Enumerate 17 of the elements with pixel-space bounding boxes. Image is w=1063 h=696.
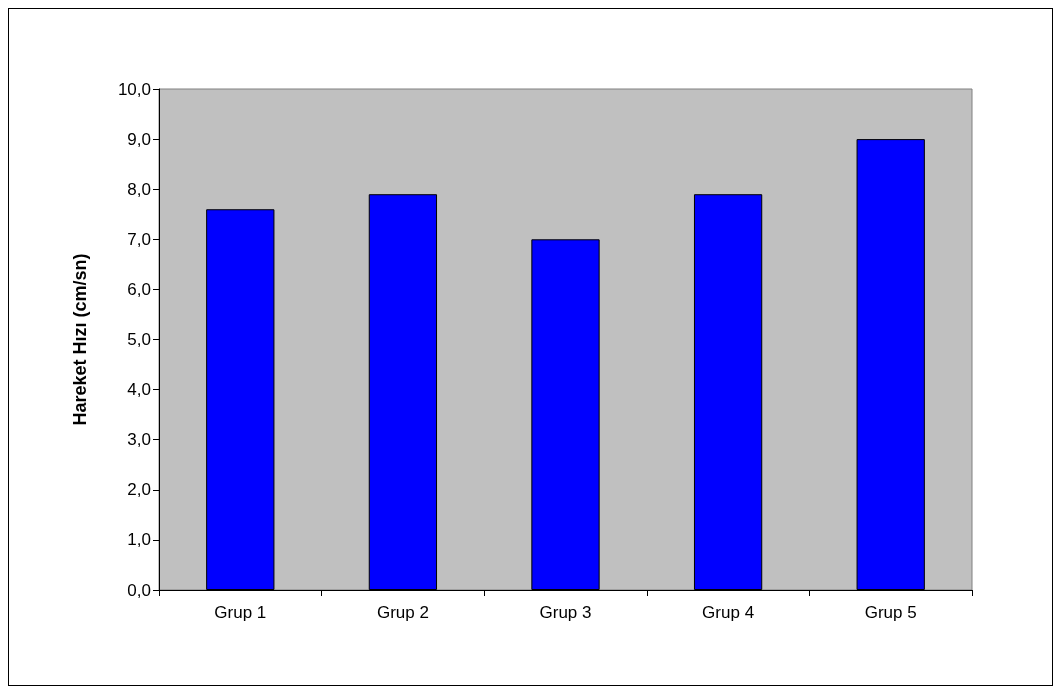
y-tick-label: 2,0 (127, 480, 151, 500)
y-tick-label: 1,0 (127, 530, 151, 550)
x-tick-label: Grup 2 (376, 603, 429, 622)
y-tick-label: 0,0 (127, 580, 151, 600)
y-tick-label: 8,0 (127, 179, 151, 199)
x-tick-label: Grup 4 (702, 603, 755, 622)
y-tick-label: 6,0 (127, 279, 151, 299)
y-tick-label: 7,0 (127, 229, 151, 249)
y-tick-label: 10,0 (117, 79, 151, 99)
x-tick-label: Grup 5 (864, 603, 917, 622)
y-tick-label: 5,0 (127, 330, 151, 349)
y-tick-label: 9,0 (127, 129, 151, 149)
x-tick-label: Grup 1 (214, 603, 267, 622)
x-tick-label: Grup 3 (539, 603, 592, 622)
y-axis-title: Hareket Hızı (cm/sn) (70, 253, 90, 426)
y-tick-label: 4,0 (127, 380, 151, 400)
y-tick-label: 3,0 (127, 430, 151, 450)
